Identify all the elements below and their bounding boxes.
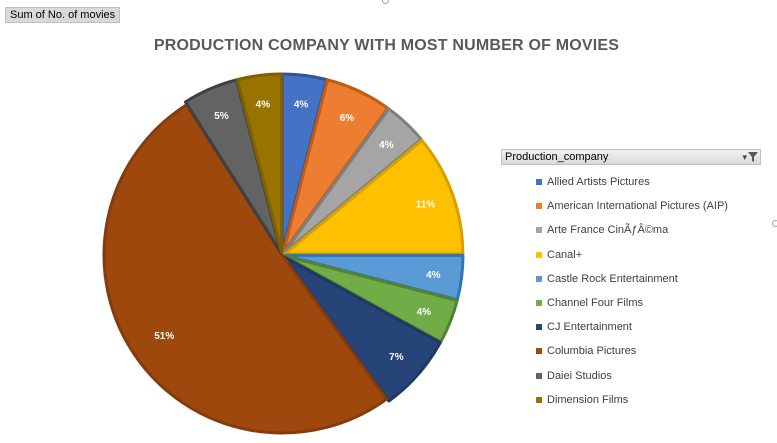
data-label-2: 6% <box>340 113 355 124</box>
legend-item: Castle Rock Entertainment <box>536 267 728 291</box>
legend: Allied Artists Pictures American Internat… <box>536 170 728 412</box>
data-label-3: 4% <box>379 140 394 151</box>
data-label-10: 4% <box>256 100 271 111</box>
data-label-1: 4% <box>294 100 309 111</box>
chart-title: PRODUCTION COMPANY WITH MOST NUMBER OF M… <box>153 37 620 54</box>
legend-label: Daiei Studios <box>547 369 612 382</box>
chart-resize-handle-top[interactable] <box>382 0 389 4</box>
legend-swatch <box>536 324 542 331</box>
filter-icon[interactable]: ▾ <box>740 151 758 163</box>
legend-item: Dimension Films <box>536 388 728 412</box>
legend-label: CJ Entertainment <box>547 321 632 334</box>
chart-resize-handle-right[interactable] <box>772 220 777 227</box>
legend-label: Canal+ <box>547 248 583 261</box>
legend-swatch <box>536 348 542 355</box>
data-label-8: 51% <box>154 331 174 342</box>
legend-item: Arte France CinÃƒÂ©ma <box>536 218 728 242</box>
legend-item: American International Pictures (AIP) <box>536 194 728 218</box>
legend-swatch <box>536 203 542 210</box>
legend-swatch <box>536 300 542 307</box>
pie-slice-8[interactable] <box>102 103 389 435</box>
legend-swatch <box>536 227 542 234</box>
legend-header[interactable]: Production_company ▾ <box>501 149 761 165</box>
legend-item: Canal+ <box>536 243 728 267</box>
legend-label: Columbia Pictures <box>547 345 637 358</box>
legend-label: Castle Rock Entertainment <box>547 272 678 285</box>
legend-label: Arte France CinÃƒÂ©ma <box>547 224 669 237</box>
legend-title: Production_company <box>505 151 609 163</box>
data-label-7: 7% <box>389 352 404 363</box>
legend-swatch <box>536 179 542 186</box>
legend-swatch <box>536 275 542 282</box>
data-label-5: 4% <box>426 270 441 281</box>
pie-slice-7[interactable] <box>282 255 442 403</box>
field-button-sum-of-movies[interactable]: Sum of No. of movies <box>5 7 121 23</box>
legend-item: Daiei Studios <box>536 364 728 388</box>
data-label-6: 4% <box>417 307 432 318</box>
field-button-label: Sum of No. of movies <box>10 9 116 21</box>
legend-label: American International Pictures (AIP) <box>547 200 728 213</box>
legend-item: Allied Artists Pictures <box>536 170 728 194</box>
pie-slice-10[interactable] <box>235 72 284 254</box>
legend-swatch <box>536 372 542 379</box>
legend-label: Channel Four Films <box>547 297 643 310</box>
legend-label: Allied Artists Pictures <box>547 176 650 189</box>
legend-swatch <box>536 396 542 403</box>
data-label-9: 5% <box>214 111 229 122</box>
legend-label: Dimension Films <box>547 393 629 406</box>
legend-item: Columbia Pictures <box>536 339 728 363</box>
legend-item: Channel Four Films <box>536 291 728 315</box>
legend-item: CJ Entertainment <box>536 315 728 339</box>
data-label-4: 11% <box>416 199 436 210</box>
legend-swatch <box>536 251 542 258</box>
pie-slice-4[interactable] <box>283 139 465 256</box>
